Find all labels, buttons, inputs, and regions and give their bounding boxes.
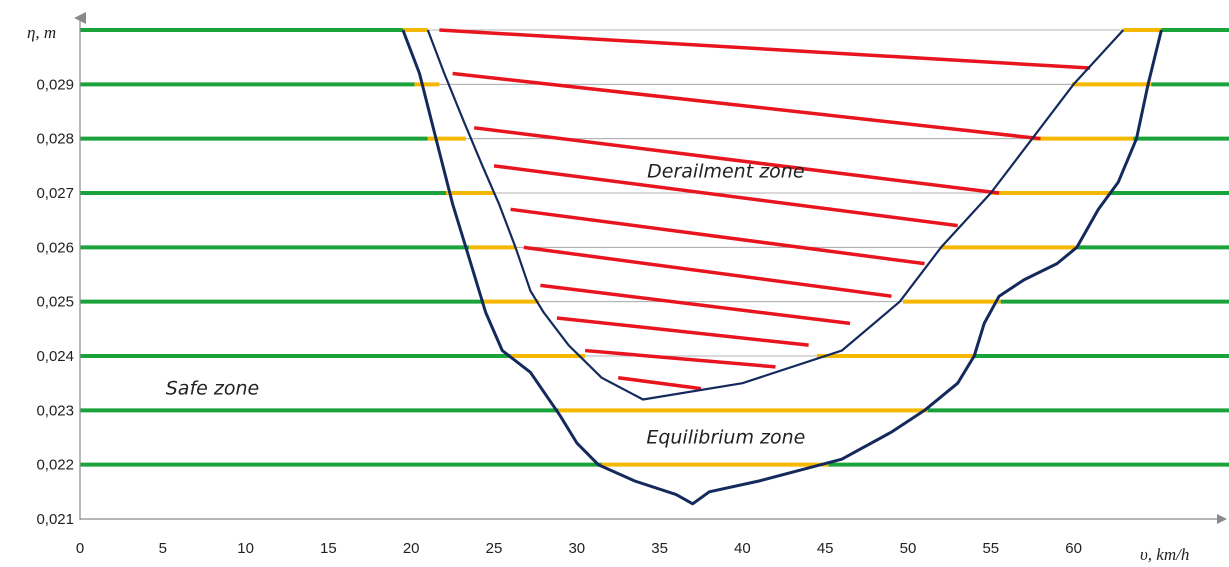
- x-tick-label: 0: [76, 540, 84, 557]
- x-tick-label: 50: [900, 540, 917, 557]
- derailment-hatch-line: [473, 126, 1000, 195]
- zone-label: Safe zone: [166, 378, 259, 400]
- outer-boundary-line: [401, 29, 1163, 506]
- x-tick-label: 55: [982, 540, 999, 557]
- derailment-hatch-line: [523, 245, 892, 298]
- derailment-hatch-line: [510, 207, 925, 266]
- zone-label: Equilibrium zone: [646, 427, 805, 449]
- derailment-hatch-line: [584, 348, 776, 369]
- inner-boundary-line: [426, 29, 1125, 401]
- y-axis-title: η, m: [27, 23, 56, 42]
- x-tick-label: 10: [237, 540, 254, 557]
- x-tick-label: 20: [403, 540, 420, 557]
- y-tick-label: 0,023: [36, 402, 74, 419]
- y-tick-label: 0,025: [36, 294, 74, 311]
- x-tick-label: 45: [817, 540, 834, 557]
- y-tick-label: 0,024: [36, 348, 74, 365]
- derailment-hatch-line: [439, 28, 1091, 70]
- x-tick-label: 40: [734, 540, 751, 557]
- y-tick-label: 0,027: [36, 185, 74, 202]
- x-tick-label: 25: [486, 540, 503, 557]
- y-tick-label: 0,028: [36, 131, 74, 148]
- y-tick-label: 0,026: [36, 239, 74, 256]
- x-tick-label: 35: [651, 540, 668, 557]
- y-tick-label: 0,021: [36, 511, 74, 528]
- derailment-hatch-line: [493, 164, 958, 228]
- x-tick-label: 5: [159, 540, 167, 557]
- zone-label: Derailment zone: [647, 160, 804, 182]
- x-axis-arrow: [1217, 514, 1227, 524]
- y-tick-label: 0,029: [36, 76, 74, 93]
- x-tick-label: 15: [320, 540, 337, 557]
- derailment-hatch-line: [617, 375, 702, 391]
- x-tick-label: 60: [1065, 540, 1082, 557]
- x-tick-label: 30: [568, 540, 585, 557]
- derailment-hatch-line: [556, 316, 809, 347]
- derailment-hatch-line: [540, 283, 851, 326]
- x-axis-title: υ, km/h: [1140, 545, 1189, 564]
- derailment-hatch-line: [452, 71, 1041, 141]
- y-tick-label: 0,022: [36, 457, 74, 474]
